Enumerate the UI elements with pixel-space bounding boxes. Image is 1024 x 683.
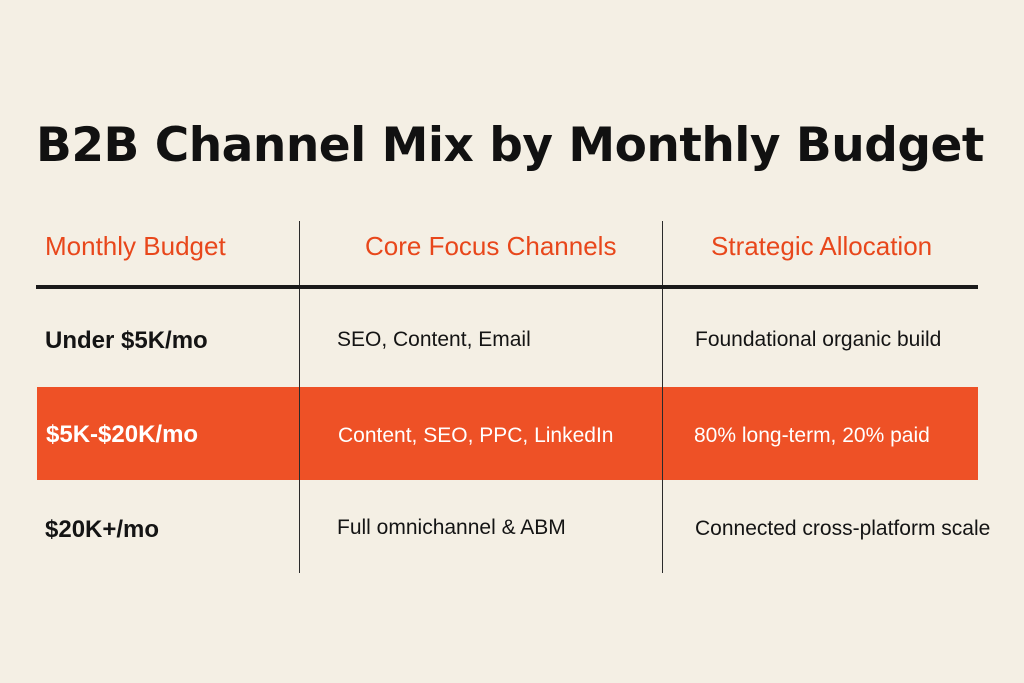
header-strategic-allocation: Strategic Allocation xyxy=(711,231,933,261)
row-budget: $20K+/mo xyxy=(45,516,160,543)
row-budget: Under $5K/mo xyxy=(45,327,208,354)
header-core-focus-channels: Core Focus Channels xyxy=(365,231,617,261)
header-divider xyxy=(36,285,978,289)
row-allocation: Foundational organic build xyxy=(695,328,942,351)
page-title: B2B Channel Mix by Monthly Budget xyxy=(36,118,984,173)
table-row: $20K+/mo Full omnichannel & ABM Connecte… xyxy=(0,480,1024,573)
table-row-highlighted: $5K-$20K/mo Content, SEO, PPC, LinkedIn … xyxy=(37,387,978,480)
row-channels: Content, SEO, PPC, LinkedIn xyxy=(338,424,614,447)
row-budget: $5K-$20K/mo xyxy=(46,421,199,448)
header-monthly-budget: Monthly Budget xyxy=(45,231,226,261)
table-row: Under $5K/mo SEO, Content, Email Foundat… xyxy=(0,289,1024,387)
column-divider xyxy=(662,221,663,573)
row-channels: SEO, Content, Email xyxy=(337,328,531,351)
row-allocation: Connected cross-platform scale xyxy=(695,517,991,540)
row-channels: Full omnichannel & ABM xyxy=(337,516,566,539)
row-allocation: 80% long-term, 20% paid xyxy=(694,424,930,447)
column-divider xyxy=(299,221,300,573)
